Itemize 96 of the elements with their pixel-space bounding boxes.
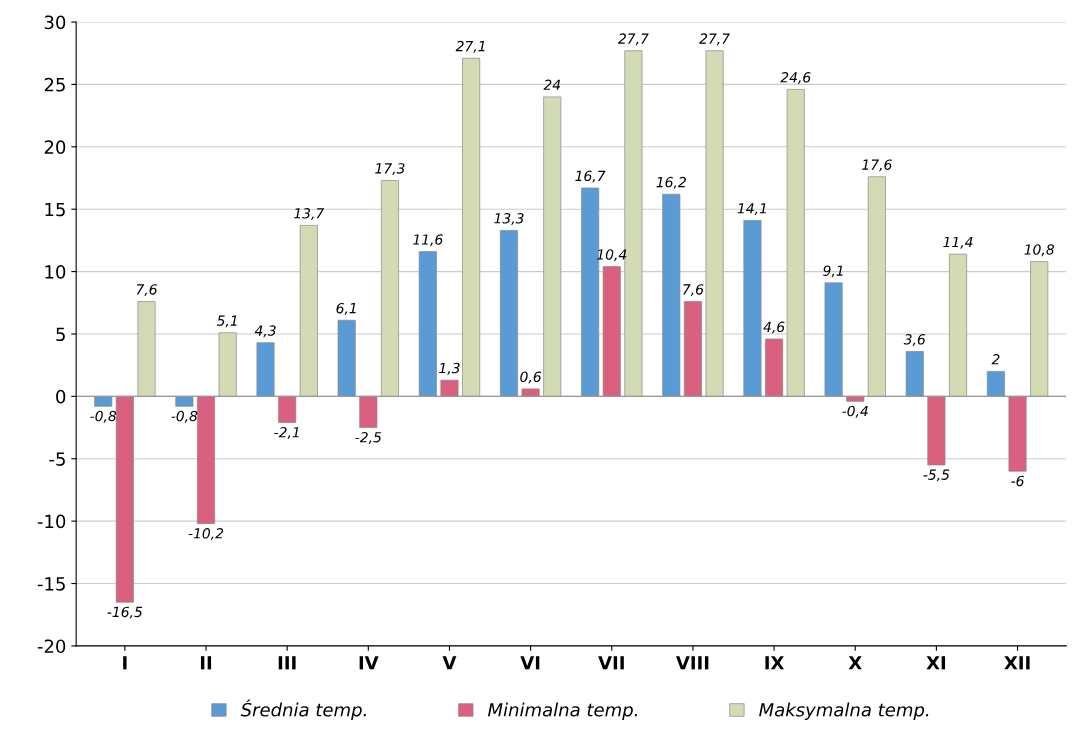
bar <box>499 230 518 397</box>
y-tick-label: 0 <box>56 389 66 404</box>
x-tick-label: II <box>200 656 212 670</box>
data-label: 3,6 <box>903 334 926 346</box>
bar <box>846 396 865 402</box>
data-label: -2,1 <box>274 426 299 439</box>
data-label: 24 <box>543 79 561 90</box>
data-label: 16,2 <box>656 176 686 189</box>
data-label: -5,5 <box>923 469 950 482</box>
bar <box>175 396 194 407</box>
bar <box>949 253 968 397</box>
legend-label: Minimalna temp. <box>487 702 638 721</box>
x-tick-label: VIII <box>675 656 709 670</box>
data-label: 13,7 <box>294 208 325 220</box>
bar <box>218 332 237 397</box>
bar <box>418 251 437 397</box>
data-label: 7,6 <box>136 284 157 297</box>
data-label: 24,6 <box>780 72 811 84</box>
data-label: 27,1 <box>455 40 485 53</box>
y-tick-label: 25 <box>44 77 65 92</box>
bar <box>824 282 843 397</box>
bar <box>137 301 156 397</box>
data-label: 13,3 <box>494 213 524 225</box>
x-tick-label: III <box>278 656 296 670</box>
bar <box>256 342 275 397</box>
bar <box>278 396 297 423</box>
bar <box>462 57 481 397</box>
bar <box>1008 396 1027 472</box>
x-tick-label: IX <box>765 656 785 670</box>
data-label: 27,7 <box>699 33 730 46</box>
bar <box>359 396 378 428</box>
x-tick-label: VII <box>598 656 624 670</box>
data-label: 10,8 <box>1024 244 1055 257</box>
data-label: 27,7 <box>618 33 649 46</box>
data-label: -2,5 <box>355 431 382 444</box>
bar <box>521 388 540 397</box>
data-label: -6 <box>1011 475 1024 487</box>
bar <box>115 396 134 603</box>
y-tick-label: -10 <box>37 514 66 529</box>
x-tick-label: VI <box>520 656 540 670</box>
y-tick-label: -15 <box>37 577 65 591</box>
bar <box>765 338 784 397</box>
y-tick-label: 20 <box>44 140 66 154</box>
data-label: 17,6 <box>862 159 892 172</box>
data-label: 2 <box>991 354 1000 365</box>
bar <box>624 50 643 397</box>
data-label: 16,7 <box>575 170 606 183</box>
bar <box>94 396 113 407</box>
data-label: 17,3 <box>375 163 405 176</box>
bar <box>299 225 318 397</box>
x-tick-label: X <box>848 656 862 670</box>
y-tick-label: 30 <box>44 15 66 30</box>
data-label: 4,3 <box>254 325 276 338</box>
bar <box>440 379 459 397</box>
data-label: 11,6 <box>413 234 443 247</box>
y-tick-label: -20 <box>37 639 66 654</box>
bar <box>927 396 946 466</box>
bar <box>197 396 216 524</box>
x-tick-label: IV <box>359 656 379 670</box>
data-label: 11,4 <box>943 236 973 249</box>
data-label: 4,6 <box>763 321 785 334</box>
bar <box>683 301 702 397</box>
bar <box>743 220 762 397</box>
data-label: -0,8 <box>171 410 198 423</box>
y-tick-label: 10 <box>45 265 66 279</box>
bar <box>1030 261 1049 397</box>
bar <box>986 371 1005 397</box>
bar <box>867 176 886 397</box>
y-tick-label: 15 <box>45 202 65 217</box>
x-tick-label: XII <box>1004 656 1030 670</box>
x-tick-label: V <box>442 656 457 670</box>
data-label: 0,6 <box>520 371 542 384</box>
data-label: -0,8 <box>90 410 117 423</box>
bar <box>602 266 621 397</box>
legend-label: Maksymalna temp. <box>759 702 929 721</box>
data-label: -16,5 <box>107 606 143 619</box>
bar <box>905 351 924 397</box>
bar <box>380 180 399 397</box>
bar <box>786 89 805 397</box>
x-tick-label: I <box>123 656 127 670</box>
y-tick-label: -5 <box>49 452 65 466</box>
data-label: 5,1 <box>216 315 237 328</box>
legend-label: Średnia temp. <box>240 699 366 721</box>
data-label: 9,1 <box>823 265 843 278</box>
bar <box>705 50 724 397</box>
y-tick-label: 5 <box>56 327 65 342</box>
bar <box>662 193 681 397</box>
bar <box>543 96 562 397</box>
data-label: 7,6 <box>683 284 704 297</box>
data-label: -0,4 <box>842 405 868 418</box>
data-label: 1,3 <box>439 362 460 375</box>
x-tick-label: XI <box>926 656 946 670</box>
data-label: -10,2 <box>188 528 224 540</box>
data-label: 6,1 <box>336 302 356 315</box>
bar <box>337 319 356 397</box>
data-label: 14,1 <box>737 203 766 215</box>
